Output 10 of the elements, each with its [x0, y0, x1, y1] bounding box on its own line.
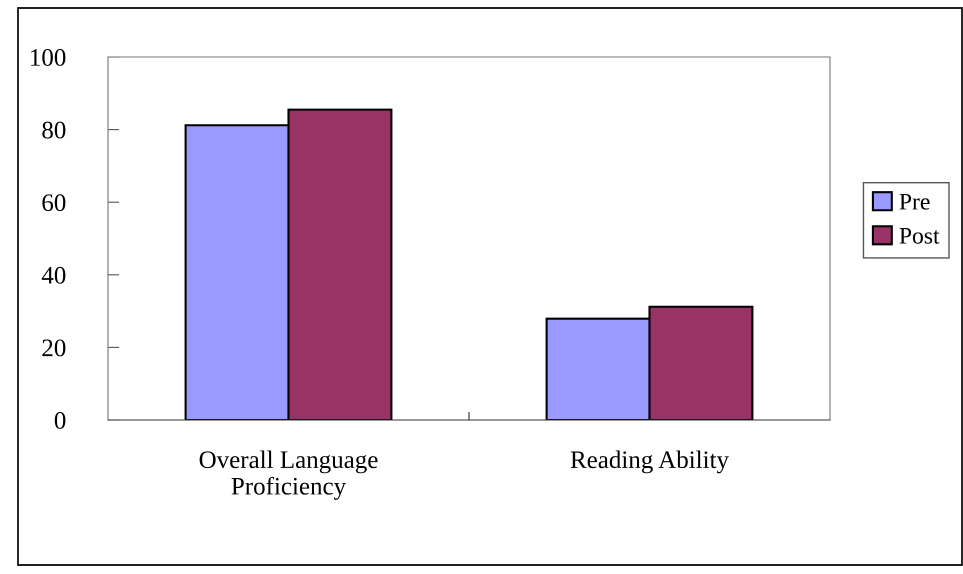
y-tick-label: 0: [54, 412, 66, 429]
legend-label: Pre: [900, 194, 930, 210]
y-tick-label: 40: [42, 266, 66, 284]
x-tick-label: Reading Ability: [570, 450, 729, 474]
legend-label: Post: [900, 228, 940, 244]
y-tick-label: 60: [42, 194, 66, 212]
x-tick-label: Overall Language Proficiency: [200, 450, 378, 500]
y-tick-label: 100: [31, 49, 66, 66]
y-tick-label: 20: [42, 339, 66, 356]
y-tick-label: 80: [42, 122, 66, 139]
